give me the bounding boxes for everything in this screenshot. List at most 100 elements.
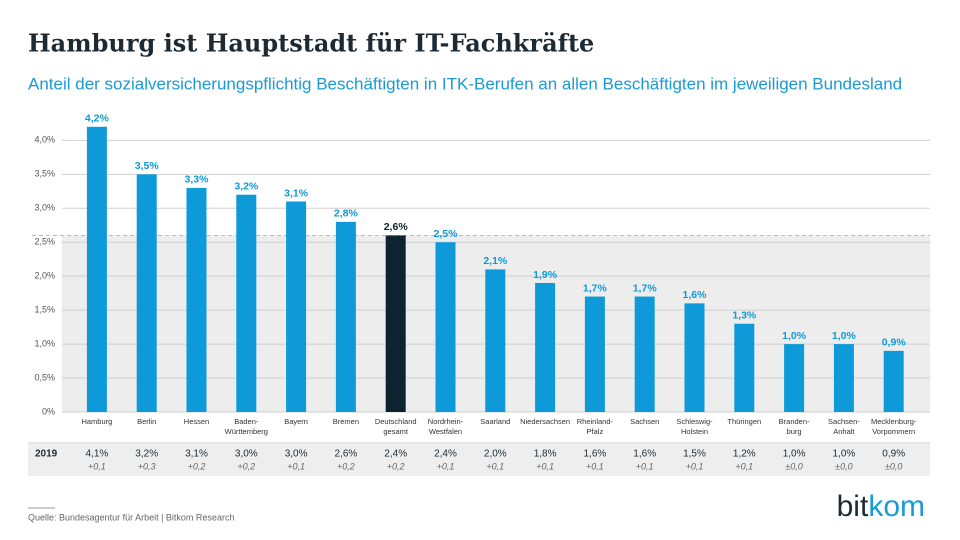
x-tick-label: Sachsen- <box>828 417 860 426</box>
bar <box>883 350 904 412</box>
table-value: 0,9% <box>882 449 905 460</box>
table-value: 1,6% <box>584 449 607 460</box>
table-value: 1,0% <box>833 449 856 460</box>
bar <box>385 235 406 412</box>
plot: 0% 0,5% 1,0% 1,5% 2,0% 2,5% 3,0% 3,5% 4,0% 2019 4,… <box>28 113 930 476</box>
value-label: 1,6% <box>683 289 708 301</box>
value-label: 3,3% <box>185 174 210 186</box>
value-label: 1,7% <box>583 282 608 294</box>
value-label: 1,7% <box>633 282 658 294</box>
table-value: 2,4% <box>434 449 457 460</box>
x-tick-label: gesamt <box>383 427 409 436</box>
table-change: +0,2 <box>337 461 355 471</box>
table-row <box>28 444 930 476</box>
chart-title: Hamburg ist Hauptstadt für IT-Fachkräfte <box>28 29 594 58</box>
x-tick-label: Anhalt <box>833 427 855 436</box>
logo-part: bit <box>837 490 869 523</box>
value-label: 3,1% <box>284 187 309 199</box>
table-value: 2,0% <box>484 449 507 460</box>
bar <box>335 221 356 412</box>
table-value: 3,1% <box>185 449 208 460</box>
x-tick-label: Mecklenburg- <box>871 417 917 426</box>
y-tick-label: 0,5% <box>34 372 55 382</box>
y-tick-label: 1,5% <box>34 305 55 315</box>
table-change: +0,3 <box>138 461 156 471</box>
table-value: 1,2% <box>733 449 756 460</box>
y-tick-label: 2,5% <box>34 237 55 247</box>
y-tick-label: 0% <box>42 406 55 416</box>
value-label: 1,0% <box>782 330 807 342</box>
table-row-label: 2019 <box>35 449 58 460</box>
table-change: +0,1 <box>686 461 704 471</box>
x-tick-label: burg <box>787 427 802 436</box>
y-tick-label: 3,0% <box>34 203 55 213</box>
value-label: 2,8% <box>334 208 359 220</box>
table-change: +0,2 <box>237 461 255 471</box>
bar <box>535 282 556 412</box>
table-value: 1,0% <box>783 449 806 460</box>
logo: bitkom <box>837 490 925 523</box>
x-tick-label: Vorpommern <box>872 427 915 436</box>
table-value: 3,0% <box>235 449 258 460</box>
x-tick-label: Saarland <box>480 417 510 426</box>
x-tick-label: Bremen <box>333 417 359 426</box>
x-tick-label: Hessen <box>184 417 209 426</box>
x-tick-label: Schleswig- <box>676 417 713 426</box>
value-label: 0,9% <box>882 337 907 349</box>
x-tick-label: Bayern <box>284 417 308 426</box>
table-change: +0,1 <box>636 461 654 471</box>
bar <box>684 303 705 412</box>
bar <box>435 242 456 412</box>
logo-part: kom <box>868 490 925 523</box>
x-tick-label: Sachsen <box>630 417 659 426</box>
value-label: 2,6% <box>384 221 409 233</box>
value-label: 1,3% <box>732 310 757 322</box>
source: Quelle: Bundesagentur für Arbeit | Bitko… <box>28 512 234 522</box>
bar <box>634 296 655 412</box>
chart-subtitle: Anteil der sozialversicherungspflichtig … <box>28 74 902 93</box>
x-tick-label: Württemberg <box>225 427 268 436</box>
x-tick-label: Nordrhein- <box>428 417 464 426</box>
table-change: +0,2 <box>188 461 206 471</box>
x-tick-label: Holstein <box>681 427 708 436</box>
table-change: +0,1 <box>486 461 504 471</box>
bar <box>186 187 207 412</box>
table-change: +0,1 <box>88 461 106 471</box>
value-label: 2,1% <box>483 255 508 267</box>
table-change: ±0,0 <box>885 461 902 471</box>
bar <box>734 323 755 412</box>
bar <box>485 269 506 412</box>
value-label: 2,5% <box>434 228 459 240</box>
table-value: 1,6% <box>633 449 656 460</box>
bar <box>286 201 307 412</box>
bar <box>86 126 107 412</box>
value-label: 1,9% <box>533 269 558 281</box>
table-value: 2,4% <box>384 449 407 460</box>
y-tick-label: 4,0% <box>34 135 55 145</box>
x-tick-label: Berlin <box>137 417 156 426</box>
value-label: 4,2% <box>85 113 110 125</box>
table-change: +0,1 <box>735 461 753 471</box>
bar <box>136 174 157 412</box>
x-tick-label: Deutschland <box>375 417 417 426</box>
y-tick-label: 1,0% <box>34 338 55 348</box>
y-tick-label: 3,5% <box>34 169 55 179</box>
table-change: ±0,0 <box>835 461 852 471</box>
bar <box>584 296 605 412</box>
table-change: ±0,0 <box>785 461 802 471</box>
x-tick-label: Branden- <box>779 417 810 426</box>
x-tick-label: Thüringen <box>727 417 761 426</box>
x-tick-label: Niedersachsen <box>520 417 570 426</box>
table-change: +0,1 <box>437 461 455 471</box>
table-value: 4,1% <box>86 449 109 460</box>
table-change: +0,1 <box>536 461 554 471</box>
table-value: 1,8% <box>534 449 557 460</box>
y-tick-label: 2,0% <box>34 271 55 281</box>
value-label: 1,0% <box>832 330 857 342</box>
bar <box>784 344 805 412</box>
table-change: +0,2 <box>387 461 405 471</box>
x-tick-label: Pfalz <box>587 427 604 436</box>
table-value: 3,0% <box>285 449 308 460</box>
x-tick-label: Baden- <box>234 417 259 426</box>
